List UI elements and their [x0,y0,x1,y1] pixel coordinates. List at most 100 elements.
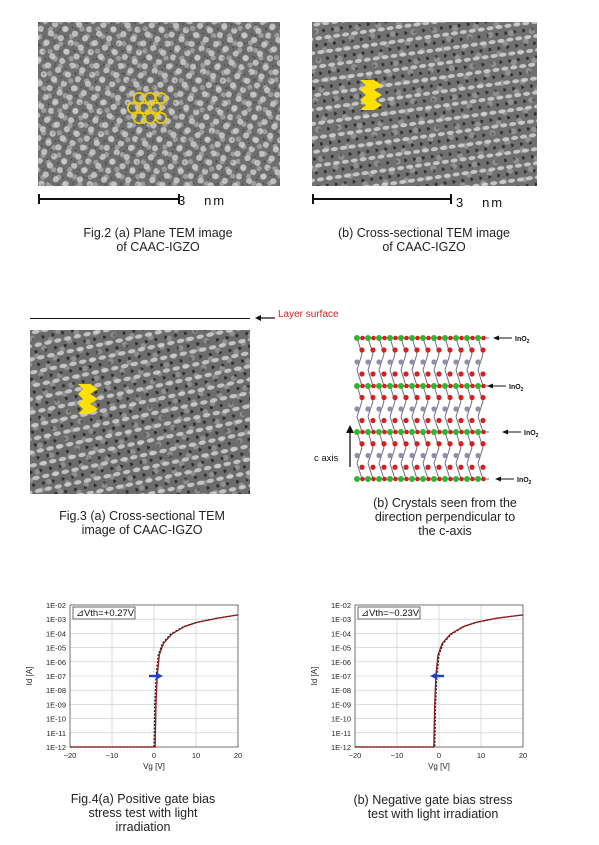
y-tick-label: 1E-11 [47,729,66,738]
lattice-atom [409,406,415,412]
lattice-atom [415,476,420,482]
lattice-atom [436,441,442,447]
lattice-bond [444,369,451,387]
fig2a-scale-label: 3 nm [178,193,227,208]
ino2-atom [420,429,426,435]
lattice-atom [480,347,486,353]
ino2-atom [398,429,404,435]
lattice-atom [464,406,470,412]
lattice-atom [370,441,376,447]
lattice-atom [370,371,376,377]
lattice-atom [464,359,470,365]
lattice-bond [466,369,473,387]
lattice-bond [422,416,429,433]
lattice-atom [426,429,431,435]
annotation-frame [72,606,136,620]
lattice-atom [376,359,382,365]
x-tick-label: 20 [234,751,242,760]
lattice-atom [469,417,475,424]
lattice-atom [431,359,437,365]
lattice-atom [459,429,464,435]
x-tick-label: 20 [519,751,527,760]
caption-line: direction perpendicular to [374,510,516,524]
annotation-box: ⊿Vth=−0.23V [357,606,421,620]
svg-text:InO2: InO2 [524,430,539,439]
lattice-atom [370,464,376,470]
lattice-atom [448,429,453,435]
lattice-atom [425,464,431,470]
lattice-atom [393,383,398,389]
lattice-atom [469,347,475,353]
lattice-atom [470,335,475,341]
ino2-atom [387,335,393,341]
lattice-atom [475,406,481,412]
lattice-atom [414,464,420,470]
lattice-atom [392,417,398,424]
lattice-atom [453,452,459,459]
y-axis-label: Id [A] [25,667,34,686]
lattice-atom [387,452,393,459]
shift-arrow-head [430,672,437,680]
svg-text:InO2: InO2 [509,384,524,393]
lattice-bond [367,463,374,480]
lattice-atom [382,335,387,341]
fig3a-texture [30,330,250,494]
lattice-bond [466,416,473,433]
lattice-atom [469,394,475,401]
lattice-atom [447,417,453,424]
ino2-atom [475,383,481,389]
svg-text:InO2: InO2 [517,477,532,486]
y-tick-label: 1E-03 [331,615,351,624]
lattice-atom [376,406,382,412]
y-axis-label: Id [A] [310,667,319,686]
fig2b-tem-image [312,22,537,186]
y-tick-label: 1E-02 [46,601,66,610]
lattice-atom [480,464,486,470]
lattice-atom [470,476,475,482]
lattice-atom [415,429,420,435]
lattice-atom [414,441,420,447]
lattice-atom [370,394,376,401]
lattice-atom [381,394,387,401]
lattice-atom [447,464,453,470]
lattice-atom [458,347,464,353]
lattice-atom [382,429,387,435]
lattice-atom [403,371,409,377]
ino2-atom [376,335,382,341]
ino2-labels: InO2 InO2 InO2 InO2 [509,336,539,486]
fig2b-scale-label: 3 nm [456,195,505,210]
lattice-atom [425,394,431,401]
lattice-atom [381,347,387,353]
lattice-bond [411,369,418,387]
ino2-subscript: 2 [521,387,524,393]
x-tick-label: 0 [437,751,441,760]
lattice-atom [458,394,464,401]
lattice-atom [475,452,481,459]
lattice-atom [469,464,475,470]
lattice-bond [367,369,374,387]
ino2-atom [464,383,470,389]
ino2-atom [398,476,404,482]
ino2-atom [420,335,426,341]
fig2b-caption: (b) Cross-sectional TEM image of CAAC-IG… [306,226,542,254]
ino2-atom [475,429,481,435]
lattice-atom [481,335,486,341]
plot-frame [354,604,524,748]
x-tick-label: −20 [64,751,77,760]
lattice-atom [409,452,415,459]
lattice-atom [442,452,448,459]
lattice-atom [371,335,376,341]
ino2-atom [442,335,448,341]
lattice-bond [455,369,462,387]
lattice-atom [480,417,486,424]
lattice-atom [436,371,442,377]
lattice-atom [393,335,398,341]
lattice-bond [466,463,473,480]
ino2-atom [464,476,470,482]
lattice-bond [433,416,440,433]
lattice-atom [464,452,470,459]
lattice-atom [437,476,442,482]
lattice-bond [378,463,385,480]
lattice-atom [365,359,371,365]
lattice-atom [404,335,409,341]
